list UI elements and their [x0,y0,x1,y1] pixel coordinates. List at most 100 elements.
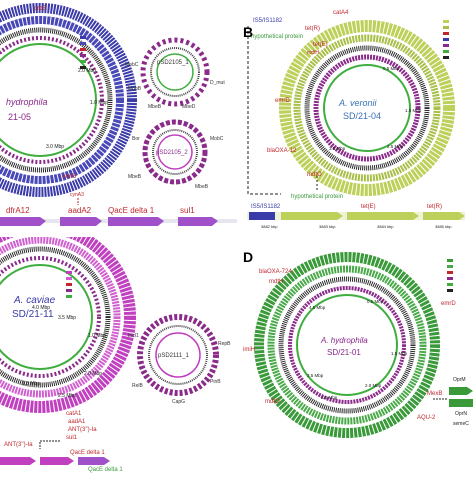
plasmid-2-gene: MobC [210,136,224,142]
gene-label: sul1 [66,435,78,441]
plasmid-2-name: pSD2105_2 [156,150,188,156]
panel-d: D A. hydrophila SD/21-01 blaOXA-724 mdtH… [237,237,474,474]
ring-label: 2.5 Mbp [387,144,404,149]
cassette-mid-gene: cynA3 [70,192,84,198]
bottom-gene-label: emrB [62,174,76,180]
side-gene: OprM [453,377,466,383]
panel-a: crpE hydrophila 21-05 1.0 Mbp 2.0 Mbp 3.… [0,0,237,237]
gene-label: imiH [243,347,255,353]
ring-label: 3.5 Mbp [307,373,324,378]
legend-c [66,271,72,298]
plasmid-1-gene: MobC [125,62,139,68]
gene-label: hypothetical protein [251,34,303,40]
zoom-tick: 3882 kbp [261,224,278,229]
gene-label: emrD [275,98,290,104]
ring-label: 3.5 Mbp [58,315,76,321]
plasmid-1-gene: D_mut [210,80,225,86]
gene-label: catA1 [66,411,82,417]
cassette-gene-2: aadA2 [68,206,92,215]
ring-label: 0.5 Mbp [367,299,384,304]
plasmid-c-name: pSD2111_1 [158,353,189,359]
ring-label-3: 3.0 Mbp [46,144,64,150]
gene-label: tet(R) [305,26,320,32]
gene-label: aadA1 [68,419,86,425]
gene-label: QacE delta 1 [88,467,123,473]
panel-c-figure: A. caviae SD/21-11 4.0 Mbp 3.5 Mbp 1.0 M… [0,221,231,473]
strain-name: SD/21-01 [327,348,361,357]
ring-label: 0.5 Mbp [383,66,400,71]
plasmid-1-map [140,37,210,107]
zoom-arrows-b [247,212,465,220]
ring-label: 1.5 Mbp [405,108,422,113]
panel-b-figure: A. veronii SD/21-04 IS5/IS1182 tet(R) hy… [247,10,465,229]
zoom-callout [247,26,281,195]
species-name: A. caviae [13,295,56,306]
ring-label: 1.5 Mbp [391,351,408,356]
plasmid-gene: RepB [218,341,231,347]
gene-label: blaOXA-724 [259,269,292,275]
gene-label: tet(E) [313,42,328,48]
gene-label: QacE delta 1 [70,450,105,456]
zoom-gene: tet(E) [361,204,376,210]
cassette-gene-3: QacE delta 1 [108,206,155,215]
cassette-arrows-c [0,457,110,465]
plasmid-gene: PinB [210,379,221,385]
gene-label: ANT(3'')-Ia [68,427,97,433]
ring-label: 4.5 Mbp [309,305,326,310]
ring-label: 2.5 Mbp [58,393,76,399]
legend-d [447,259,453,292]
zoom-tick: 3883 kbp [319,224,336,229]
gene-label: MexB [427,391,442,397]
ring-label: 1.0 Mbp [88,333,106,339]
plasmid-1-gene: MbeD [182,104,196,110]
ring-label: 1.5 Mbp [22,381,40,387]
plasmid-2-map [142,119,208,185]
gene-label: mdtO [265,399,280,405]
plasmid-gene: IncI1 [128,333,139,339]
plasmid-2-gene: Bor [132,136,140,142]
panel-a-figure: crpE hydrophila 21-05 1.0 Mbp 2.0 Mbp 3.… [0,3,237,226]
ring-label: 2.5 Mbp [321,395,338,400]
panel-b-label: B [243,24,254,40]
panel-c: A. caviae SD/21-11 4.0 Mbp 3.5 Mbp 1.0 M… [0,221,237,474]
plasmid-gene: CapG [172,399,185,405]
gene-label: catA4 [333,10,349,16]
legend-a [80,36,86,69]
plasmid-1-gene: MobB [128,86,142,92]
strain-name: SD/21-11 [12,309,54,320]
ring-label: 2.0 Mbp [365,383,382,388]
zoom-gene: hypothetical protein [291,194,343,200]
gene-label: mdtH [269,279,283,285]
side-gene: OprN [455,411,467,417]
genome-name: hydrophila [6,97,48,107]
panel-d-label: D [243,249,254,265]
gene-label: mdtH [307,50,319,56]
zoom-tick: 3884 kbp [377,224,394,229]
chromosome-map-a [0,3,137,197]
ring-label-2: 2.0 Mbp [78,68,96,74]
cassette-gene-4: sul1 [180,206,195,215]
side-gene: semeC [453,421,469,427]
gene-label: blaOXA-12 [267,148,297,154]
panel-d-figure: A. hydrophila SD/21-01 blaOXA-724 mdtH i… [243,252,473,438]
ring-label: 2.0 Mbp [84,371,102,377]
species-name: A. veronii [338,98,378,108]
chromosome-map-b [279,20,455,196]
species-name: A. hydrophila [320,336,368,345]
ring-label: 3.5 Mbp [329,146,346,151]
cassette-gene-1: dfrA12 [6,206,30,215]
zoom-gene: tet(R) [427,204,442,210]
gene-label: AQU-2 [417,415,436,421]
plasmid-2-gene: MbeB [195,184,209,190]
ring-label: 4.0 Mbp [32,305,50,311]
cassette-connector-c [39,440,60,449]
side-operon-d [449,387,473,407]
ring-label-1: 1.0 Mbp [90,100,108,106]
genome-id: 21-05 [8,112,31,122]
strain-name: SD/21-04 [343,111,381,121]
plasmid-gene: RelB [132,383,144,389]
gene-label: ANT(3'')-Ia [4,442,33,448]
gene-label: emrD [441,301,456,307]
panel-b: B A. veronii SD/21-04 IS5/IS1182 tet(R) … [237,0,474,237]
gene-label: mdtO [307,172,322,178]
